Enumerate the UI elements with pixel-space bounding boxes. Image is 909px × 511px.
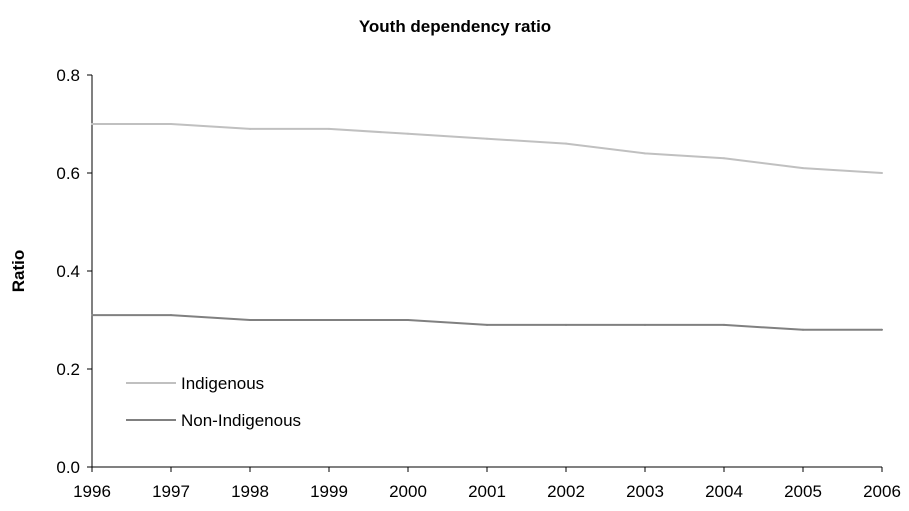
x-tick-label: 2004 (705, 482, 743, 501)
data-point (802, 328, 804, 331)
data-point (565, 142, 567, 145)
data-point (249, 127, 251, 130)
y-tick-label: 0.6 (56, 164, 80, 183)
x-tick-label: 2006 (863, 482, 901, 501)
data-point (249, 319, 251, 321)
chart-title: Youth dependency ratio (359, 17, 551, 36)
data-point (91, 123, 93, 125)
y-tick-label: 0.2 (56, 360, 80, 379)
y-tick-label: 0.4 (56, 262, 80, 281)
data-point (723, 323, 725, 326)
x-tick-label: 1998 (231, 482, 269, 501)
data-point (802, 167, 804, 170)
y-tick-label: 0.8 (56, 66, 80, 85)
x-tick-label: 1999 (310, 482, 348, 501)
data-point (328, 319, 330, 321)
data-point (565, 323, 567, 326)
x-tick-label: 2002 (547, 482, 585, 501)
x-tick-label: 1997 (152, 482, 190, 501)
data-point (407, 319, 409, 321)
x-tick-label: 2005 (784, 482, 822, 501)
y-ticks: 0.0 0.2 0.4 0.6 0.8 (56, 66, 92, 477)
data-point (486, 323, 488, 326)
data-point (881, 328, 883, 331)
x-tick-label: 1996 (73, 482, 111, 501)
data-point (407, 132, 409, 135)
data-point (170, 314, 172, 317)
data-point (881, 172, 883, 174)
data-point (486, 137, 488, 140)
data-point (328, 127, 330, 130)
series-lines (91, 123, 883, 331)
x-tick-label: 2000 (389, 482, 427, 501)
x-tick-label: 2003 (626, 482, 664, 501)
series-line-1 (92, 314, 882, 331)
x-tick-label: 2001 (468, 482, 506, 501)
data-point (170, 123, 172, 125)
data-point (644, 323, 646, 326)
data-point (91, 314, 93, 317)
data-point (723, 157, 725, 160)
y-tick-label: 0.0 (56, 458, 80, 477)
y-axis-label: Ratio (9, 250, 28, 293)
legend: Indigenous Non-Indigenous (126, 374, 301, 430)
legend-label-1: Non-Indigenous (181, 411, 301, 430)
series-line-0 (92, 123, 883, 174)
x-ticks: 1996 1997 1998 1999 2000 2001 2002 2003 2004 2005… (73, 467, 901, 501)
legend-label-0: Indigenous (181, 374, 264, 393)
data-point (644, 152, 646, 155)
